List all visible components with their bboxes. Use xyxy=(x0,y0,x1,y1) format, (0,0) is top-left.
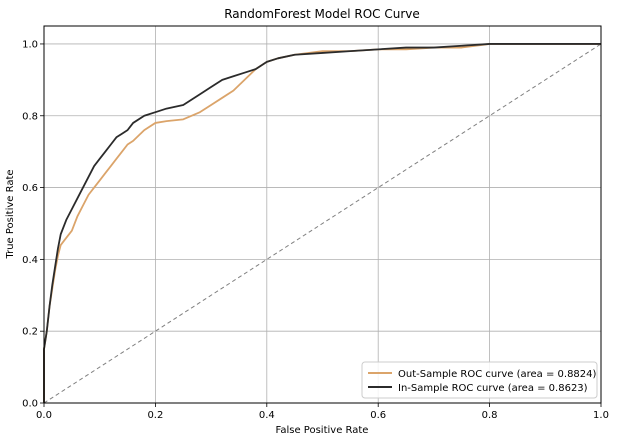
y-tick-label: 1.0 xyxy=(22,39,38,50)
y-tick-label: 0.6 xyxy=(22,183,38,194)
y-tick-label: 0.2 xyxy=(22,327,38,338)
legend-entry-in-sample: In-Sample ROC curve (area = 0.8623) xyxy=(398,383,588,394)
ticks: 0.0 0.2 0.4 0.6 0.8 1.0 0.0 0.2 0.4 0.6 0.8 1.0 xyxy=(22,39,609,421)
chart-title: RandomForest Model ROC Curve xyxy=(224,7,420,21)
plot-frame xyxy=(43,25,602,404)
legend-entry-out-sample: Out-Sample ROC curve (area = 0.8824) xyxy=(398,369,597,380)
y-tick-label: 0.4 xyxy=(22,255,38,266)
x-tick-label: 0.4 xyxy=(259,410,275,421)
legend: Out-Sample ROC curve (area = 0.8824) In-… xyxy=(361,361,598,399)
x-tick-label: 0.6 xyxy=(370,410,386,421)
x-tick-label: 0.2 xyxy=(147,410,163,421)
legend-box xyxy=(361,361,598,399)
series-layer xyxy=(43,43,602,404)
y-tick-label: 0.8 xyxy=(22,111,38,122)
x-tick-label: 0.0 xyxy=(36,410,52,421)
y-tick-label: 0.0 xyxy=(22,399,38,410)
grid xyxy=(43,26,602,404)
x-tick-label: 0.8 xyxy=(482,410,498,421)
x-tick-label: 1.0 xyxy=(593,410,609,421)
x-axis-label: False Positive Rate xyxy=(276,425,369,436)
reference-diagonal xyxy=(43,43,602,404)
series-line-in-sample xyxy=(43,43,601,403)
y-axis-label: True Positive Rate xyxy=(5,169,16,259)
